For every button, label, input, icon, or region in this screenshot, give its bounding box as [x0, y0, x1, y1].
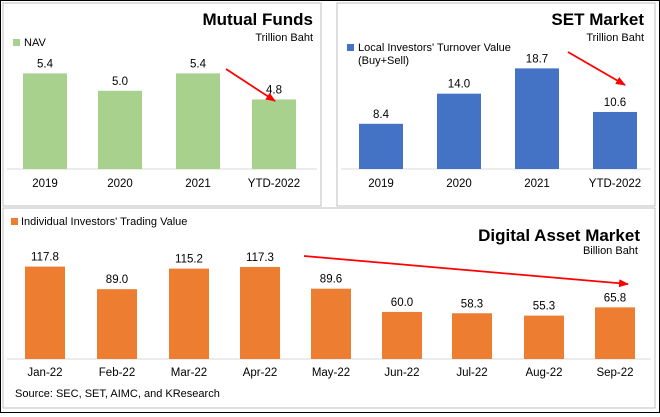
- mutual-funds-bar-2021: [176, 73, 220, 169]
- mutual-funds-data-label-2020: 5.0: [112, 76, 128, 88]
- digital-asset-unit: Billion Baht: [583, 245, 638, 257]
- mutual-funds-trend-arrow: [225, 68, 276, 102]
- digital-asset-data-label-May-22: 89.6: [320, 274, 342, 286]
- mutual-funds-panel: Mutual Funds Trillion Baht NAV 5.4 2019 5.…: [2, 2, 322, 207]
- set-market-bar-YTD-2022: [593, 111, 637, 169]
- set-market-tick-label-2020: 2020: [446, 178, 472, 190]
- set-market-bar-2021: [515, 68, 559, 169]
- digital-asset-tick-label-Jan-22: Jan-22: [27, 367, 62, 379]
- digital-asset-data-label-Sep-22: 65.8: [604, 292, 626, 304]
- set-market-data-label-YTD-2022: 10.6: [604, 97, 626, 109]
- digital-asset-bar-Apr-22: [240, 266, 280, 359]
- digital-asset-title: Digital Asset Market: [478, 226, 640, 245]
- digital-asset-bar-Aug-22: [524, 315, 564, 359]
- digital-asset-bar-Jul-22: [452, 313, 492, 359]
- digital-asset-data-label-Jun-22: 60.0: [391, 297, 413, 309]
- digital-asset-legend-label: Individual Investors' Trading Value: [21, 216, 187, 228]
- digital-asset-data-label-Mar-22: 115.2: [175, 254, 203, 266]
- digital-asset-panel: Digital Asset Market Billion Baht Indivi…: [2, 207, 656, 409]
- mutual-funds-bar-2020: [98, 90, 142, 169]
- set-market-legend-swatch: [347, 44, 354, 51]
- digital-asset-data-label-Jul-22: 58.3: [461, 298, 483, 310]
- set-market-bar-2019: [359, 123, 403, 169]
- set-market-panel: SET Market Trillion Baht Local Investors…: [336, 2, 656, 207]
- mutual-funds-unit: Trillion Baht: [255, 32, 313, 44]
- set-market-tick-label-2019: 2019: [368, 178, 394, 190]
- set-market-legend-label-line2: (Buy+Sell): [358, 55, 409, 67]
- mutual-funds-tick-label-2021: 2021: [185, 178, 211, 190]
- set-market-title: SET Market: [551, 10, 644, 29]
- digital-asset-tick-label-Sep-22: Sep-22: [596, 367, 633, 379]
- digital-asset-tick-label-Apr-22: Apr-22: [243, 367, 278, 379]
- digital-asset-data-label-Aug-22: 55.3: [533, 301, 555, 313]
- digital-asset-data-label-Feb-22: 89.0: [106, 274, 128, 286]
- mutual-funds-legend-label: NAV: [24, 37, 46, 49]
- digital-asset-bar-Jan-22: [25, 266, 65, 359]
- set-market-data-label-2019: 8.4: [373, 109, 390, 121]
- mutual-funds-tick-label-2020: 2020: [107, 178, 133, 190]
- set-market-data-label-2021: 18.7: [526, 53, 548, 65]
- digital-asset-bar-May-22: [311, 288, 351, 359]
- digital-asset-trend-arrow: [303, 255, 629, 288]
- set-market-trend-arrow: [567, 51, 626, 86]
- set-market-data-label-2020: 14.0: [448, 79, 470, 91]
- mutual-funds-tick-label-2019: 2019: [32, 178, 58, 190]
- mutual-funds-legend-swatch: [13, 39, 20, 46]
- set-market-unit: Trillion Baht: [586, 32, 644, 44]
- digital-asset-tick-label-Feb-22: Feb-22: [99, 367, 135, 379]
- set-market-tick-label-YTD-2022: YTD-2022: [589, 178, 641, 190]
- mutual-funds-panel-border: [2, 2, 322, 207]
- mutual-funds-data-label-2019: 5.4: [37, 58, 54, 70]
- digital-asset-data-label-Jan-22: 117.8: [31, 252, 59, 264]
- set-market-legend-label: Local Investors' Turnover Value: [358, 42, 511, 54]
- digital-asset-tick-label-Mar-22: Mar-22: [171, 367, 207, 379]
- mutual-funds-title: Mutual Funds: [203, 10, 313, 29]
- source-note: Source: SEC, SET, AIMC, and KResearch: [15, 388, 220, 400]
- digital-asset-bar-Feb-22: [97, 289, 137, 359]
- digital-asset-tick-label-Aug-22: Aug-22: [525, 367, 562, 379]
- digital-asset-legend-swatch: [11, 218, 18, 225]
- digital-asset-bar-Jun-22: [382, 311, 422, 359]
- digital-asset-panel-border: [2, 207, 656, 409]
- set-market-bar-2020: [437, 93, 481, 169]
- mutual-funds-data-label-YTD-2022: 4.8: [266, 84, 282, 96]
- set-market-tick-label-2021: 2021: [524, 178, 550, 190]
- digital-asset-tick-label-Jul-22: Jul-22: [456, 367, 487, 379]
- mutual-funds-bar-YTD-2022: [252, 99, 296, 169]
- digital-asset-tick-label-Jun-22: Jun-22: [384, 367, 419, 379]
- mutual-funds-bar-2019: [23, 73, 67, 169]
- mutual-funds-data-label-2021: 5.4: [190, 58, 207, 70]
- mutual-funds-tick-label-YTD-2022: YTD-2022: [248, 178, 300, 190]
- digital-asset-bar-Mar-22: [169, 268, 209, 359]
- digital-asset-bar-Sep-22: [595, 307, 635, 359]
- digital-asset-tick-label-May-22: May-22: [312, 367, 350, 379]
- digital-asset-data-label-Apr-22: 117.3: [246, 252, 274, 264]
- set-market-panel-border: [336, 2, 656, 207]
